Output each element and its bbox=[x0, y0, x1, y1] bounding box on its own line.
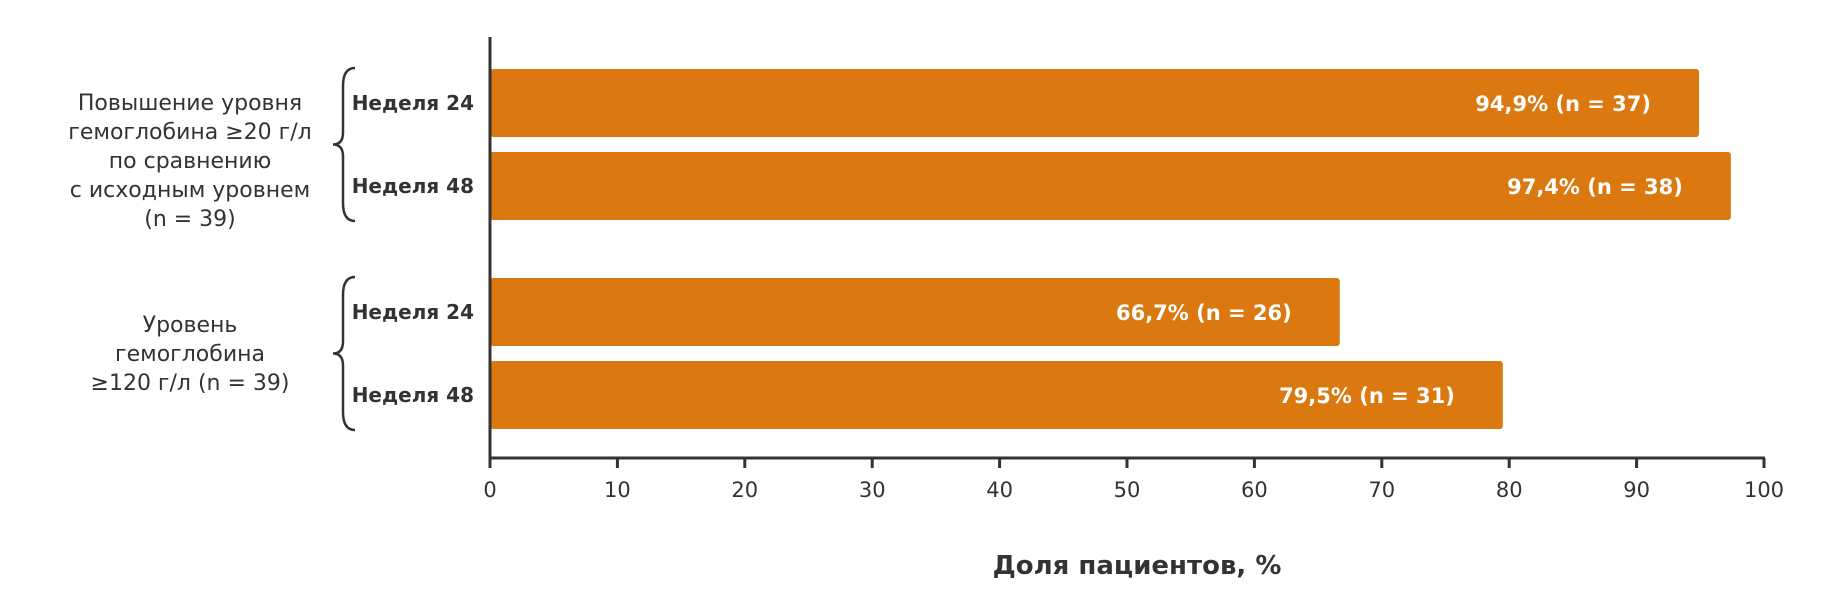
x-tick-label: 50 bbox=[1114, 478, 1141, 502]
bar bbox=[490, 69, 1700, 137]
group-label-line: ≥120 г/л (n = 39) bbox=[91, 371, 290, 396]
group-brace bbox=[332, 66, 356, 223]
group-label-line: Повышение уровня bbox=[78, 91, 302, 116]
x-tick-label: 10 bbox=[604, 478, 631, 502]
group-label-line: гемоглобина ≥20 г/л bbox=[68, 120, 311, 145]
group-label-line: с исходным уровнем bbox=[70, 178, 310, 203]
bar-value-label: 94,9% (n = 37) bbox=[1475, 92, 1651, 116]
category-label: Неделя 48 bbox=[352, 383, 474, 407]
x-axis-title: Доля пациентов, % bbox=[993, 551, 1282, 581]
x-tick-label: 20 bbox=[731, 478, 758, 502]
group-label-line: Уровень bbox=[143, 313, 238, 338]
bars-layer: 94,9% (n = 37) 97,4% (n = 38) 66,7% (n = 2… bbox=[490, 69, 1731, 429]
axes-layer: 0 10 20 30 40 50 60 70 80 90 100 bbox=[483, 37, 1784, 502]
x-tick-label: 90 bbox=[1623, 478, 1650, 502]
bar bbox=[490, 152, 1731, 220]
x-tick-label: 0 bbox=[483, 478, 496, 502]
x-tick-label: 80 bbox=[1496, 478, 1523, 502]
x-tick-label: 30 bbox=[859, 478, 886, 502]
group-labels-layer: Повышение уровня гемоглобина ≥20 г/л по ср… bbox=[68, 66, 356, 432]
group-label-line: (n = 39) bbox=[144, 207, 236, 232]
x-tick-label: 70 bbox=[1368, 478, 1395, 502]
bar-value-label: 66,7% (n = 26) bbox=[1116, 301, 1292, 325]
category-labels-layer: Неделя 24 Неделя 48 Неделя 24 Неделя 48 bbox=[352, 91, 474, 407]
group-label-line: по сравнению bbox=[109, 149, 271, 174]
x-tick-label: 40 bbox=[986, 478, 1013, 502]
category-label: Неделя 48 bbox=[352, 174, 474, 198]
group-brace bbox=[332, 275, 356, 432]
category-label: Неделя 24 bbox=[352, 91, 474, 115]
group-label-line: гемоглобина bbox=[115, 342, 265, 367]
bar-value-label: 79,5% (n = 31) bbox=[1279, 384, 1455, 408]
x-tick-label: 60 bbox=[1241, 478, 1268, 502]
bar-value-label: 97,4% (n = 38) bbox=[1507, 175, 1683, 199]
category-label: Неделя 24 bbox=[352, 300, 474, 324]
x-tick-label: 100 bbox=[1744, 478, 1784, 502]
bar bbox=[490, 361, 1503, 429]
bar bbox=[490, 278, 1340, 346]
